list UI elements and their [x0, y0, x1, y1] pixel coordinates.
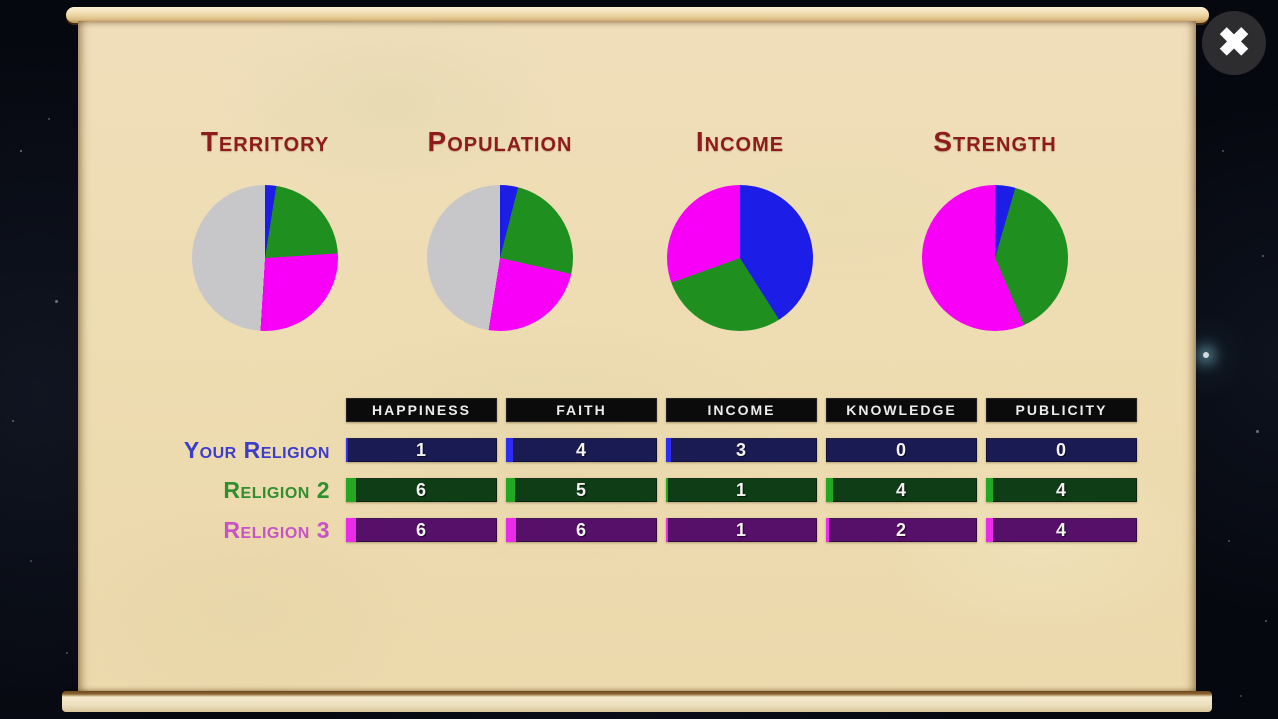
stat-value: 4	[1055, 519, 1067, 540]
stat-cell-your-religion-faith: 4	[506, 438, 657, 462]
stat-cell-your-religion-knowledge: 0	[826, 438, 977, 462]
stat-value: 0	[895, 439, 907, 460]
income-chart-title: Income	[695, 126, 785, 157]
stat-strip	[506, 438, 513, 462]
star	[48, 118, 50, 120]
stat-strip	[666, 518, 668, 542]
stat-value: 4	[575, 439, 587, 460]
stat-cell-religion-2-happiness: 6	[346, 478, 497, 502]
stat-value: 5	[575, 479, 587, 500]
stat-strip	[986, 478, 993, 502]
row-label-your-religion: Your Religion	[183, 437, 330, 463]
stat-strip	[826, 518, 829, 542]
stat-cell-religion-2-faith: 5	[506, 478, 657, 502]
stat-cell-religion-2-income: 1	[666, 478, 817, 502]
territory-chart-title: Territory	[200, 126, 330, 157]
stat-strip	[506, 478, 515, 502]
column-header-happiness: Happiness	[346, 398, 497, 422]
star	[20, 150, 22, 152]
stat-cell-religion-3-publicity: 4	[986, 518, 1137, 542]
strength-pie-chart	[922, 185, 1068, 331]
stat-cell-religion-3-income: 1	[666, 518, 817, 542]
column-header-publicity: Publicity	[986, 398, 1137, 422]
stat-strip	[346, 478, 356, 502]
star	[55, 300, 58, 303]
star	[12, 420, 14, 422]
stat-strip	[346, 438, 348, 462]
row-label-religion-2: Religion 2	[223, 477, 330, 503]
stat-cell-religion-3-happiness: 6	[346, 518, 497, 542]
stat-cell-your-religion-publicity: 0	[986, 438, 1137, 462]
stat-value: 2	[895, 519, 907, 540]
close-button[interactable]: ✖	[1202, 11, 1266, 75]
stat-cell-religion-3-knowledge: 2	[826, 518, 977, 542]
stat-value: 1	[735, 519, 747, 540]
column-header-income: Income	[666, 398, 817, 422]
stat-strip	[666, 438, 671, 462]
scroll-top-roll	[66, 7, 1209, 23]
parchment-panel	[78, 21, 1196, 692]
row-label-religion-3: Religion 3	[223, 517, 330, 543]
stat-value: 0	[1055, 439, 1067, 460]
stat-strip	[666, 478, 668, 502]
income-pie-chart	[667, 185, 813, 331]
stat-cell-your-religion-happiness: 1	[346, 438, 497, 462]
stat-strip	[346, 518, 356, 542]
star	[1265, 620, 1267, 622]
scroll-bottom-roll	[62, 691, 1212, 712]
stat-value: 6	[415, 479, 427, 500]
star	[1256, 430, 1259, 433]
star	[66, 652, 68, 654]
star	[1240, 695, 1242, 697]
population-chart-title: Population	[427, 126, 573, 157]
stat-strip	[506, 518, 516, 542]
stat-value: 4	[1055, 479, 1067, 500]
stat-strip	[826, 478, 833, 502]
star	[1262, 255, 1264, 257]
stat-cell-religion-2-publicity: 4	[986, 478, 1137, 502]
star	[1228, 540, 1230, 542]
column-header-knowledge: Knowledge	[826, 398, 977, 422]
star	[30, 560, 32, 562]
stat-value: 6	[575, 519, 587, 540]
star	[1203, 352, 1209, 358]
stat-value: 1	[735, 479, 747, 500]
close-icon: ✖	[1217, 21, 1251, 65]
column-header-faith: Faith	[506, 398, 657, 422]
stat-value: 4	[895, 479, 907, 500]
territory-pie-chart	[192, 185, 338, 331]
stat-value: 6	[415, 519, 427, 540]
stat-value: 1	[415, 439, 427, 460]
star	[1222, 150, 1224, 152]
stat-value: 3	[735, 439, 747, 460]
strength-chart-title: Strength	[933, 126, 1057, 157]
population-pie-chart	[427, 185, 573, 331]
stat-cell-religion-2-knowledge: 4	[826, 478, 977, 502]
stat-strip	[986, 518, 993, 542]
stat-cell-religion-3-faith: 6	[506, 518, 657, 542]
stat-cell-your-religion-income: 3	[666, 438, 817, 462]
